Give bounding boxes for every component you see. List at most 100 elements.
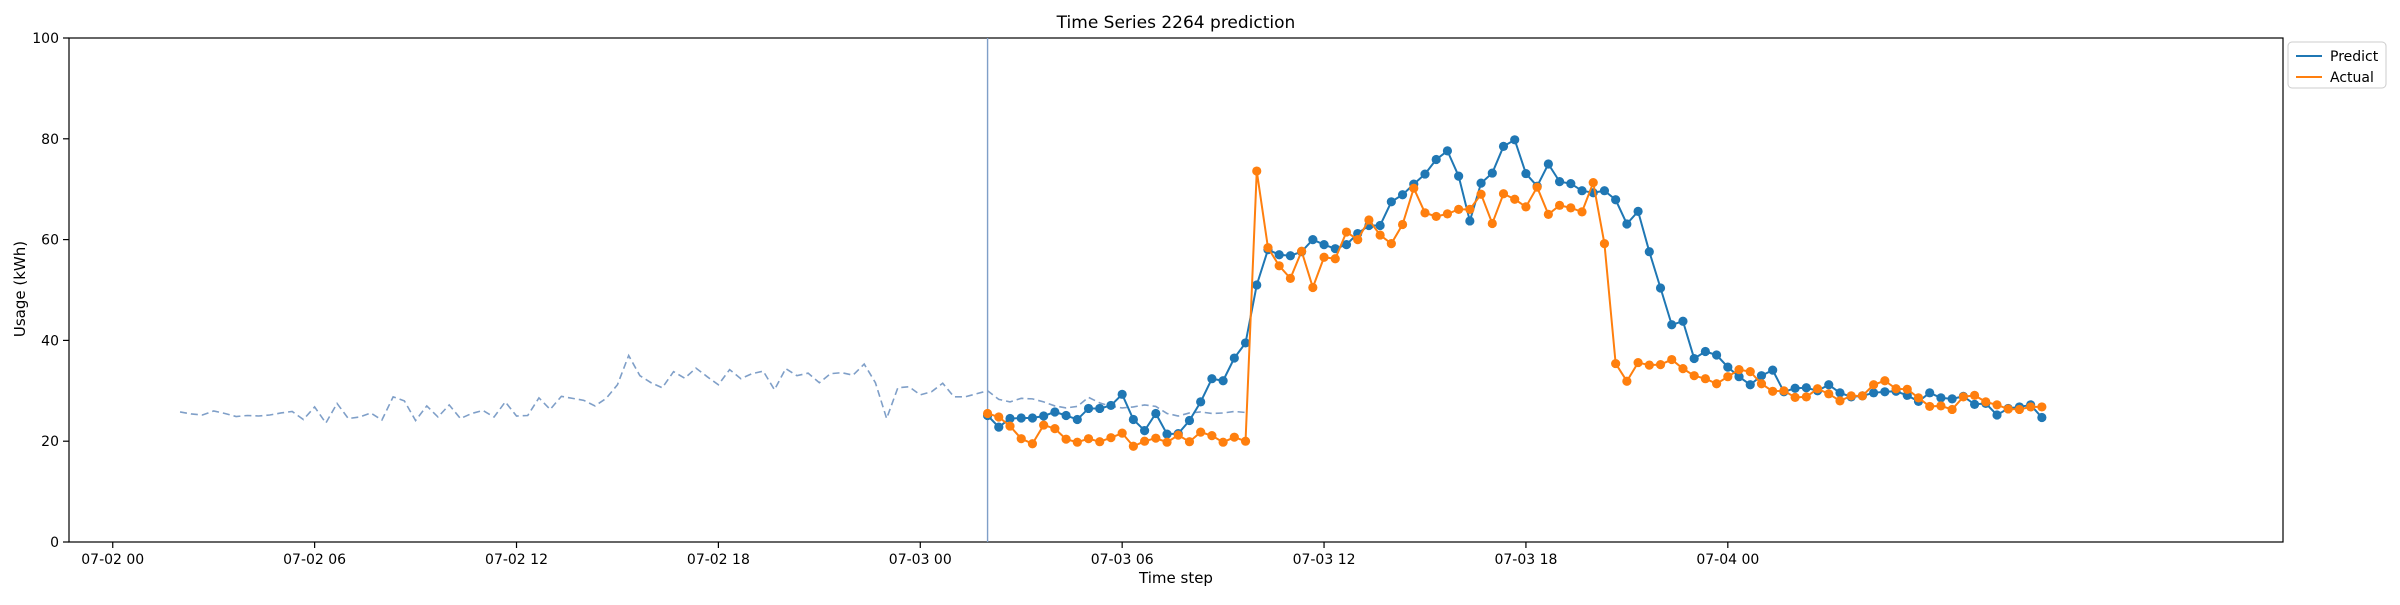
- actual-point: [1117, 428, 1127, 438]
- legend: Predict Actual: [2287, 41, 2387, 89]
- predict-point: [1039, 411, 1049, 421]
- predict-point: [1308, 235, 1318, 245]
- actual-point: [1420, 208, 1430, 218]
- actual-point: [1454, 204, 1464, 214]
- predict-point: [1476, 178, 1486, 188]
- predict-point: [1420, 169, 1430, 179]
- actual-point: [1252, 166, 1262, 176]
- predict-point: [1319, 240, 1329, 250]
- actual-point: [1543, 209, 1553, 219]
- actual-point: [1880, 376, 1890, 386]
- actual-point: [1633, 357, 1643, 368]
- predict-point: [1801, 383, 1811, 393]
- actual-point: [1397, 219, 1408, 230]
- actual-point: [1554, 200, 1565, 210]
- actual-point: [1005, 421, 1015, 431]
- predict-point: [1969, 399, 1980, 410]
- actual-point: [2003, 404, 2013, 414]
- actual-point: [1330, 254, 1340, 264]
- actual-point: [994, 412, 1004, 422]
- predict-point: [1285, 251, 1296, 261]
- predict-point: [1454, 171, 1464, 181]
- actual-point: [1925, 401, 1935, 412]
- predict-point: [1880, 387, 1890, 397]
- predict-point: [1723, 362, 1733, 372]
- actual-point: [1599, 239, 1610, 249]
- predict-point: [1218, 376, 1228, 386]
- chart-title: Time Series 2264 prediction: [1056, 13, 1296, 33]
- actual-point: [1375, 230, 1385, 240]
- predict-point: [1027, 413, 1038, 423]
- legend-label-predict: Predict: [2330, 49, 2379, 65]
- actual-point: [1196, 427, 1206, 437]
- predict-point: [1341, 240, 1352, 250]
- actual-point: [1487, 218, 1497, 229]
- actual-point: [1319, 252, 1329, 262]
- actual-point: [1846, 391, 1856, 401]
- actual-point: [1835, 396, 1845, 406]
- predict-point: [1386, 197, 1396, 207]
- predict-point: [1498, 141, 1509, 151]
- predict-point: [1229, 353, 1239, 363]
- predict-point: [1083, 403, 1094, 414]
- actual-point: [1969, 390, 1980, 400]
- actual-point: [1016, 434, 1026, 444]
- actual-point: [1869, 380, 1879, 390]
- y-tick-label: 60: [41, 233, 59, 249]
- predict-point: [1566, 179, 1576, 189]
- actual-point: [1263, 243, 1273, 253]
- actual-point: [1386, 239, 1396, 249]
- actual-point: [1139, 436, 1150, 446]
- actual-point: [2026, 402, 2036, 412]
- actual-point: [1700, 374, 1710, 384]
- x-tick-label: 07-03 12: [1293, 552, 1356, 568]
- predict-point: [994, 422, 1004, 432]
- predict-point: [2037, 412, 2047, 423]
- actual-point: [1285, 273, 1296, 284]
- predict-point: [1274, 250, 1284, 260]
- predict-point: [1936, 393, 1946, 403]
- predict-point: [1790, 383, 1800, 393]
- actual-point: [1936, 401, 1946, 411]
- actual-point: [1644, 360, 1654, 370]
- actual-point: [1353, 235, 1363, 245]
- actual-point: [1857, 391, 1868, 401]
- predict-point: [1611, 195, 1621, 205]
- actual-point: [1667, 354, 1677, 365]
- actual-point: [1409, 183, 1419, 193]
- actual-point: [1891, 384, 1901, 394]
- predict-point: [1050, 407, 1060, 417]
- predict-point: [1072, 414, 1082, 425]
- predict-point: [1106, 400, 1116, 411]
- predict-point: [1734, 372, 1744, 382]
- x-tick-label: 07-02 00: [81, 552, 144, 568]
- actual-point: [1689, 371, 1699, 381]
- actual-point: [1431, 211, 1441, 222]
- actual-point: [1207, 431, 1217, 441]
- actual-point: [1812, 384, 1823, 394]
- actual-point: [1577, 207, 1587, 217]
- actual-point: [1095, 437, 1105, 447]
- actual-point: [1824, 389, 1834, 399]
- actual-point: [1655, 359, 1666, 370]
- predict-point: [1162, 429, 1172, 439]
- actual-point: [1510, 194, 1520, 204]
- actual-point: [1745, 367, 1755, 377]
- x-tick-label: 07-03 06: [1091, 552, 1154, 568]
- predict-point: [1633, 206, 1643, 216]
- actual-point: [1341, 227, 1352, 237]
- actual-point: [1061, 434, 1071, 444]
- predict-point: [1947, 394, 1957, 404]
- actual-point: [982, 408, 993, 419]
- plot-frame: [68, 37, 2284, 543]
- actual-point: [1083, 434, 1094, 444]
- x-tick-label: 07-02 12: [485, 552, 548, 568]
- actual-point: [1566, 203, 1576, 213]
- actual-point: [2037, 402, 2047, 412]
- predict-point: [1139, 426, 1150, 436]
- predict-point: [1644, 247, 1654, 257]
- predict-point: [1577, 186, 1587, 196]
- actual-point: [1958, 392, 1968, 402]
- actual-point: [1981, 397, 1991, 407]
- predict-point: [1689, 353, 1699, 364]
